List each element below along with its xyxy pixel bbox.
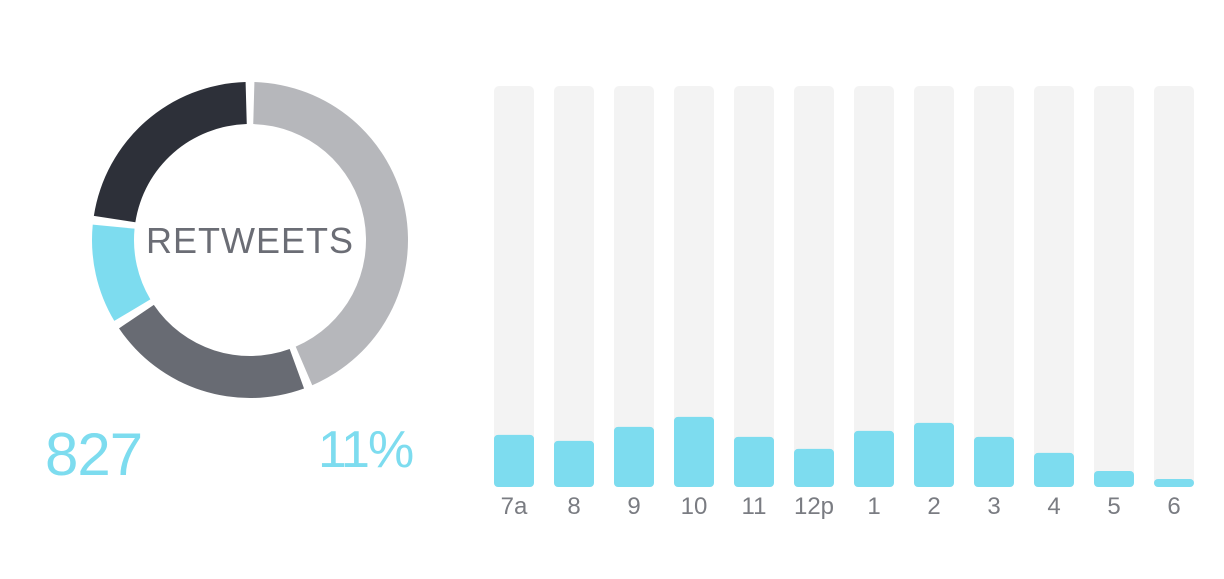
donut-slice-3 — [92, 224, 151, 321]
tick-label-11: 11 — [742, 493, 767, 520]
bar-track-5 — [1094, 86, 1134, 487]
bar-track-4 — [1034, 86, 1074, 487]
bar-7a — [494, 434, 534, 487]
bar-track-6 — [1154, 86, 1194, 487]
tick-label-9: 9 — [627, 493, 640, 520]
bar-3 — [974, 436, 1014, 487]
donut-slice-1 — [253, 82, 409, 386]
tick-label-7a: 7a — [501, 493, 528, 520]
tick-label-10: 10 — [681, 493, 708, 520]
bar-track-11 — [734, 86, 774, 487]
donut-slice-2 — [119, 304, 305, 398]
donut-slice-4 — [93, 82, 247, 223]
bar-track-7a — [494, 86, 534, 487]
bar-track-2 — [914, 86, 954, 487]
bar-1 — [854, 430, 894, 487]
bar-6 — [1154, 478, 1194, 487]
bar-2 — [914, 422, 954, 487]
retweets-donut-chart — [92, 82, 409, 398]
tick-label-2: 2 — [927, 493, 940, 520]
tick-label-8: 8 — [567, 493, 580, 520]
bar-11 — [734, 436, 774, 487]
bar-track-9 — [614, 86, 654, 487]
bar-4 — [1034, 452, 1074, 487]
retweets-donut-panel: RETWEETS — [60, 60, 440, 420]
bar-track-12p — [794, 86, 834, 487]
bar-track-3 — [974, 86, 1014, 487]
tick-label-4: 4 — [1047, 493, 1060, 520]
tick-label-12p: 12p — [794, 493, 834, 520]
tick-label-5: 5 — [1107, 493, 1120, 520]
bar-5 — [1094, 470, 1134, 487]
bar-8 — [554, 440, 594, 487]
tick-label-3: 3 — [987, 493, 1000, 520]
bar-track-10 — [674, 86, 714, 487]
bar-10 — [674, 416, 714, 487]
bar-track-1 — [854, 86, 894, 487]
tick-label-1: 1 — [867, 493, 880, 520]
bar-9 — [614, 426, 654, 487]
donut-center-label: RETWEETS — [145, 220, 354, 261]
tick-label-6: 6 — [1167, 493, 1180, 520]
bar-12p — [794, 448, 834, 487]
retweets-percent: 11% — [318, 421, 414, 479]
retweets-total: 827 — [45, 421, 143, 488]
bar-track-8 — [554, 86, 594, 487]
